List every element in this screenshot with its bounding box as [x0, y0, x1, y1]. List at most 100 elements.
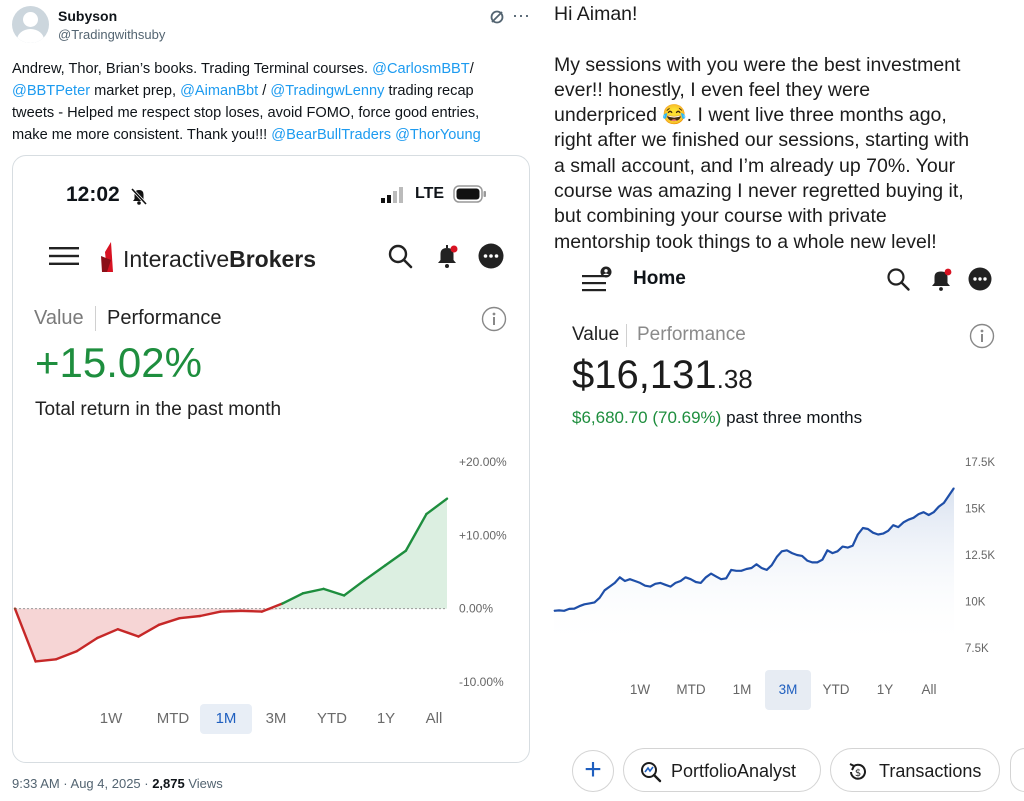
series-segment — [425, 497, 449, 516]
mention-link[interactable]: @CarlosmBBT — [372, 61, 470, 77]
info-icon[interactable] — [969, 323, 995, 349]
data-point — [740, 570, 742, 572]
range-all[interactable]: All — [425, 710, 443, 727]
tweet-text-segment: / — [258, 83, 271, 99]
more-actions-button[interactable] — [1010, 748, 1024, 792]
data-point — [695, 581, 697, 583]
tab-value[interactable]: Value — [572, 324, 620, 345]
info-icon[interactable] — [481, 306, 507, 332]
range-3m[interactable]: 3M — [265, 710, 287, 727]
author-avatar[interactable] — [12, 6, 49, 43]
mention-link[interactable]: @BearBullTraders — [271, 127, 392, 143]
range-ytd[interactable]: YTD — [822, 682, 850, 697]
embedded-screenshot-performance[interactable]: 12:02 LTE InteractiveBrokers — [12, 155, 530, 763]
data-point — [943, 502, 945, 504]
data-point — [669, 586, 671, 588]
data-point — [887, 530, 889, 532]
tweet-timestamp[interactable]: 9:33 AM · Aug 4, 2025 · — [12, 776, 153, 791]
data-point — [730, 569, 732, 571]
tab-divider — [626, 324, 627, 347]
portfolio-change: $6,680.70 (70.69%) past three months — [572, 408, 862, 428]
range-3m[interactable]: 3M — [765, 670, 811, 710]
brand-name: InteractiveBrokers — [123, 246, 316, 273]
tweet-text-segment: tweets - Helped me respect stop loses, a… — [12, 105, 480, 121]
author-name[interactable]: Subyson — [58, 8, 118, 24]
y-tick-label: 17.5K — [965, 457, 995, 469]
data-point — [654, 583, 656, 585]
tab-value[interactable]: Value — [34, 307, 84, 329]
more-menu-icon[interactable] — [478, 243, 504, 269]
series-segment — [54, 649, 78, 661]
series-segment — [13, 607, 37, 663]
data-point — [685, 576, 687, 578]
portfolio-analyst-button[interactable]: PortfolioAnalyst — [623, 748, 821, 792]
data-point — [614, 582, 616, 584]
series-segment — [198, 610, 222, 618]
author-handle[interactable]: @Tradingwithsuby — [58, 27, 166, 42]
data-point — [700, 582, 702, 584]
data-point — [384, 564, 386, 566]
portfolio-value: $16,131.38 — [572, 353, 753, 398]
range-1y[interactable]: 1Y — [876, 682, 894, 697]
data-point — [756, 563, 758, 565]
series-segment — [137, 623, 161, 638]
data-point — [563, 610, 565, 612]
data-point — [14, 608, 16, 610]
data-point — [771, 564, 773, 566]
range-1y[interactable]: 1Y — [376, 710, 396, 727]
portfolio-change-label: past three months — [721, 408, 863, 427]
data-point — [675, 582, 677, 584]
range-1m[interactable]: 1M — [200, 704, 252, 734]
more-menu-icon[interactable] — [968, 267, 992, 291]
data-point — [847, 547, 849, 549]
grok-icon[interactable] — [489, 9, 505, 25]
series-segment — [219, 609, 243, 613]
tab-performance[interactable]: Performance — [637, 324, 746, 345]
brand-name-bold: Brokers — [229, 246, 317, 272]
range-1m[interactable]: 1M — [732, 682, 752, 697]
hamburger-menu-icon[interactable] — [49, 246, 79, 266]
search-icon[interactable] — [885, 266, 911, 292]
tab-performance[interactable]: Performance — [107, 307, 222, 329]
data-point — [659, 582, 661, 584]
range-mtd[interactable]: MTD — [676, 682, 706, 697]
data-point — [199, 615, 201, 617]
range-1w[interactable]: 1W — [629, 682, 651, 697]
value-area — [554, 488, 954, 648]
transactions-button[interactable]: $ Transactions — [830, 748, 1000, 792]
data-point — [34, 660, 37, 663]
range-mtd[interactable]: MTD — [156, 710, 190, 727]
data-point — [634, 580, 636, 582]
data-point — [897, 526, 899, 528]
mention-link[interactable]: @AimanBbt — [180, 83, 259, 99]
data-point — [938, 506, 940, 508]
notification-bell-icon[interactable] — [928, 266, 954, 292]
menu-with-profile-icon[interactable] — [582, 266, 612, 294]
series-segment — [301, 587, 325, 595]
mention-link[interactable]: @TradingwLenny — [270, 83, 385, 99]
data-point — [558, 609, 560, 611]
series-segment — [322, 587, 346, 597]
mention-link[interactable]: @BBTPeter — [12, 83, 91, 99]
data-point — [322, 588, 325, 590]
message-line: mentorship took things to a whole new le… — [554, 230, 937, 253]
more-options-icon[interactable]: ⋯ — [512, 6, 531, 26]
series-segment — [363, 564, 387, 582]
range-ytd[interactable]: YTD — [317, 710, 347, 727]
range-1w[interactable]: 1W — [99, 710, 123, 727]
data-point — [158, 624, 160, 626]
data-point — [907, 519, 909, 521]
data-point — [750, 567, 752, 569]
range-all[interactable]: All — [921, 682, 937, 697]
series-segment — [342, 578, 366, 597]
interactive-brokers-logo — [101, 242, 113, 272]
add-button[interactable]: + — [572, 750, 614, 792]
tweet-text-segment: make me more consistent. Thank you!!! — [12, 127, 272, 143]
data-point — [877, 534, 879, 536]
data-point — [178, 617, 181, 619]
search-icon[interactable] — [386, 242, 414, 270]
data-point — [745, 568, 747, 570]
data-point — [852, 545, 854, 547]
notification-bell-icon[interactable] — [433, 242, 461, 270]
mention-link[interactable]: @ThorYoung — [395, 127, 481, 143]
